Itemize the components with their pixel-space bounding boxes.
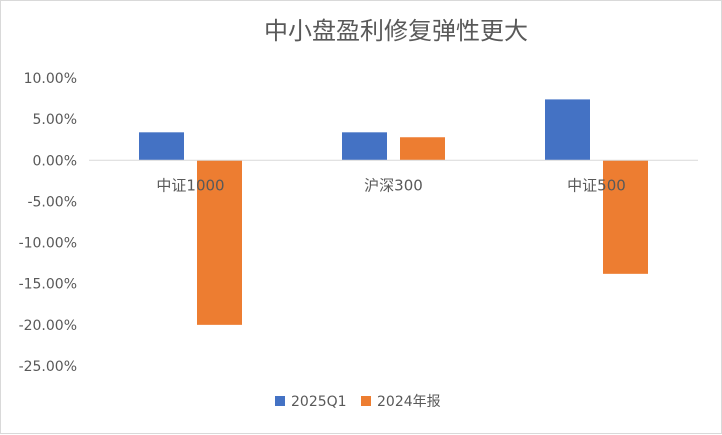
y-tick-label: -20.00% — [19, 318, 77, 334]
legend-swatch — [361, 396, 371, 406]
bar-series1 — [342, 132, 387, 161]
bars — [139, 99, 648, 325]
y-tick-label: 5.00% — [33, 112, 77, 128]
category-labels: 中证1000 沪深300 中证500 — [156, 176, 625, 194]
bar-series1 — [545, 99, 590, 161]
y-axis-ticks: 10.00% 5.00% 0.00% -5.00% -10.00% -15.00% -20.… — [19, 71, 77, 375]
y-tick-label: -10.00% — [19, 236, 77, 252]
chart-title: 中小盘盈利修复弹性更大 — [264, 17, 528, 45]
legend: 2025Q1 2024年报 — [275, 394, 441, 410]
y-tick-label: 0.00% — [33, 153, 77, 169]
y-tick-label: -25.00% — [19, 359, 77, 375]
bar-series1 — [139, 132, 184, 161]
bar-series2 — [197, 160, 242, 325]
legend-label: 2025Q1 — [291, 394, 347, 410]
y-tick-label: -5.00% — [27, 194, 77, 210]
y-tick-label: -15.00% — [19, 277, 77, 293]
category-label: 中证500 — [567, 176, 626, 194]
category-label: 中证1000 — [156, 176, 224, 194]
bar-series2 — [400, 137, 445, 161]
category-label: 沪深300 — [364, 176, 423, 194]
bar-series2 — [603, 160, 648, 274]
legend-swatch — [275, 396, 285, 406]
y-tick-label: 10.00% — [24, 71, 77, 87]
legend-label: 2024年报 — [377, 394, 441, 410]
